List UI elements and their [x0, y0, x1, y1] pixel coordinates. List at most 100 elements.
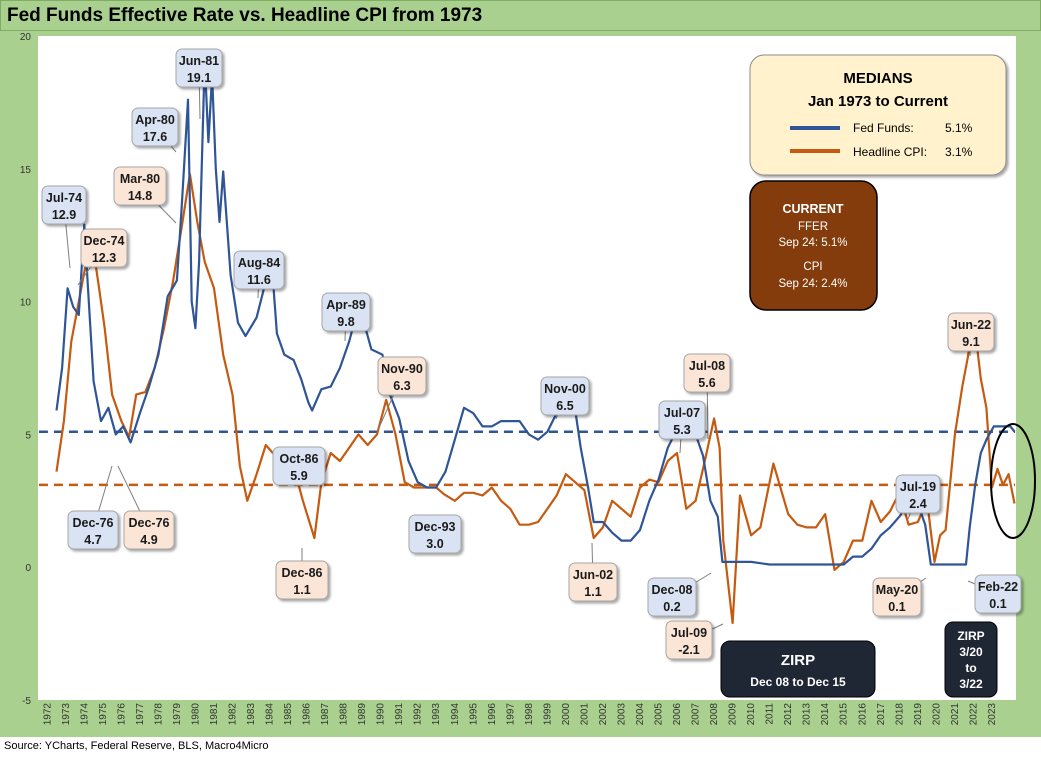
annotation-value: 17.6 [143, 130, 167, 144]
annotation-value: 0.2 [663, 600, 680, 614]
annotation-box [67, 510, 119, 550]
annotation-value: 11.6 [247, 273, 271, 287]
annotation-box [872, 577, 922, 617]
x-tick-label: 1981 [209, 703, 220, 726]
source-note: Source: YCharts, Federal Reserve, BLS, M… [4, 740, 269, 752]
annotation-date: Jul-19 [900, 480, 936, 494]
x-tick-label: 1996 [487, 703, 498, 726]
x-tick-label: 1999 [542, 703, 553, 726]
annotation-value: 3.0 [426, 537, 443, 551]
x-tick-label: 1998 [524, 703, 535, 726]
series-line-fed-funds [55, 58, 1016, 566]
x-tick-label: 1980 [190, 703, 201, 726]
x-tick-label: 2012 [783, 703, 794, 726]
x-tick-label: 1978 [153, 703, 164, 726]
annotation-date: Nov-00 [544, 382, 586, 396]
annotation-box [233, 250, 285, 290]
title-bar: Fed Funds Effective Rate vs. Headline CP… [0, 0, 1041, 31]
x-tick-label: 1982 [227, 703, 238, 726]
zirp-subtitle: Dec 08 to Dec 15 [750, 675, 846, 689]
x-tick-label: 2002 [598, 703, 609, 726]
x-tick-label: 1987 [320, 703, 331, 726]
x-tick-label: 2013 [802, 703, 813, 726]
x-tick-label: 1995 [468, 703, 479, 726]
y-tick-label: -5 [22, 696, 31, 707]
x-tick-label: 2021 [950, 703, 961, 726]
x-tick-label: 1974 [79, 703, 90, 726]
zirp2-line3: to [965, 661, 976, 675]
x-tick-label: 2019 [913, 703, 924, 726]
annotation-date: Dec-93 [415, 520, 456, 534]
annotation-value: 19.1 [187, 71, 211, 85]
annotation-date: Dec-08 [652, 583, 693, 597]
legend-fed-value: 5.1% [945, 121, 973, 135]
annotation-date: May-20 [876, 583, 918, 597]
annotation-value: 1.1 [584, 585, 601, 599]
zirp2-line2: 3/20 [959, 645, 983, 659]
current-ffer-label: FFER [798, 221, 828, 233]
annotation-box [131, 107, 179, 147]
medians-subtitle: Jan 1973 to Current [808, 93, 948, 110]
annotation-date: Aug-84 [238, 256, 280, 270]
x-tick-label: 2007 [691, 703, 702, 726]
annotation-value: 4.7 [84, 533, 101, 547]
annotation-box [275, 560, 329, 600]
y-axis-ticks: -5 0 5 10 15 20 [20, 32, 32, 707]
zirp-box [720, 640, 876, 698]
x-tick-label: 2018 [894, 703, 905, 726]
annotation-value: 6.5 [556, 399, 573, 413]
x-tick-label: 1991 [394, 703, 405, 726]
annotation-value: 5.3 [673, 423, 690, 437]
annotation-date: Jul-09 [671, 626, 707, 640]
annotations: Jul-74 12.9 Dec-74 12.3 Apr-80 17.6 Jun-81 19.1… [41, 48, 1022, 660]
annotation-date: Jun-22 [951, 318, 991, 332]
annotation-date: Feb-22 [978, 580, 1018, 594]
x-tick-label: 1990 [376, 703, 387, 726]
zirp2-line1: ZIRP [957, 629, 984, 643]
zirp2-line4: 3/22 [959, 677, 983, 691]
annotation-value: 1.1 [293, 583, 310, 597]
annotation-value: 12.9 [52, 208, 76, 222]
annotation-date: Oct-86 [280, 452, 319, 466]
annotation-date: Jul-74 [46, 191, 82, 205]
current-ffer-value: Sep 24: 5.1% [778, 237, 847, 249]
annotation-box [895, 474, 941, 514]
annotation-value: 5.9 [290, 469, 307, 483]
annotation-date: Jun-81 [179, 54, 219, 68]
x-tick-label: 2017 [876, 703, 887, 726]
annotation-value: 0.1 [989, 597, 1006, 611]
x-tick-label: 1992 [413, 703, 424, 726]
x-tick-label: 1983 [246, 703, 257, 726]
x-tick-label: 2011 [765, 703, 776, 725]
annotation-box [80, 228, 128, 268]
y-tick-label: 10 [20, 298, 32, 309]
x-tick-label: 2015 [839, 703, 850, 726]
x-tick-label: 1989 [357, 703, 368, 726]
x-tick-label: 1975 [98, 703, 109, 726]
y-tick-label: 0 [25, 563, 31, 574]
current-title: CURRENT [782, 202, 843, 216]
x-tick-label: 1988 [339, 703, 350, 726]
annotation-box [123, 510, 175, 550]
legend-cpi-value: 3.1% [945, 145, 973, 159]
annotation-value: 5.6 [698, 376, 715, 390]
annotation-value: 14.8 [128, 189, 152, 203]
annotation-value: 2.4 [909, 497, 926, 511]
annotation-date: Dec-74 [84, 234, 125, 248]
annotation-box [658, 400, 706, 440]
x-tick-label: 1997 [505, 703, 516, 726]
annotation-box [974, 574, 1022, 614]
x-tick-label: 1976 [116, 703, 127, 726]
annotation-value: 9.8 [337, 315, 354, 329]
chart-title: Fed Funds Effective Rate vs. Headline CP… [7, 5, 483, 26]
annotation-date: Apr-89 [326, 298, 366, 312]
x-tick-label: 2010 [746, 703, 757, 726]
annotation-box [647, 577, 697, 617]
annotation-box [408, 514, 462, 554]
annotation-value: 4.9 [140, 533, 157, 547]
annotation-date: Dec-76 [129, 516, 170, 530]
annotation-date: Dec-76 [73, 516, 114, 530]
annotation-box [683, 353, 731, 393]
y-tick-label: 15 [20, 165, 32, 176]
